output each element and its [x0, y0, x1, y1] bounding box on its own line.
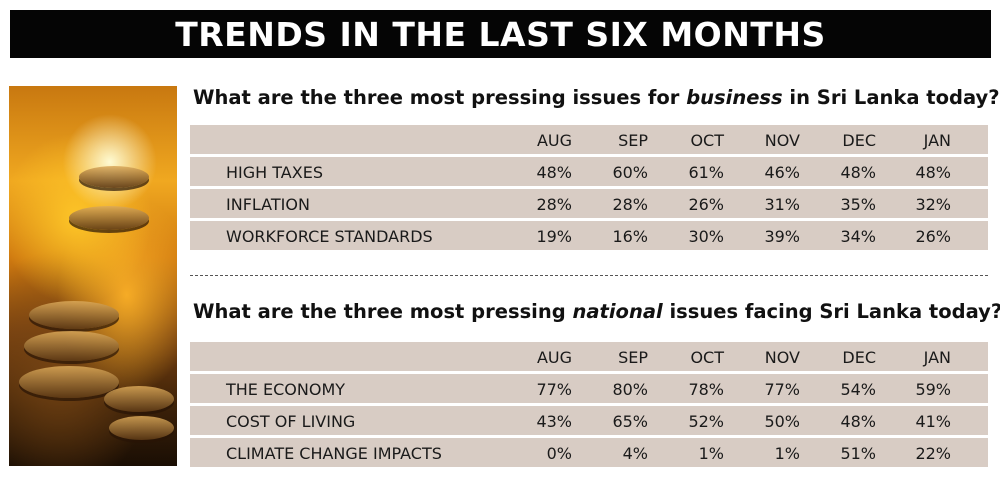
banner-title: TRENDS IN THE LAST SIX MONTHS — [175, 14, 826, 54]
row-value: 31% — [764, 195, 800, 214]
row-value: 77% — [764, 380, 800, 399]
month-header: SEP — [618, 131, 648, 150]
row-value: 34% — [840, 227, 876, 246]
row-value: 59% — [915, 380, 951, 399]
title-banner: TRENDS IN THE LAST SIX MONTHS — [10, 10, 991, 58]
row-value: 48% — [915, 163, 951, 182]
national-question-emphasis: national — [572, 300, 663, 323]
row-value: 48% — [840, 163, 876, 182]
month-header: AUG — [536, 348, 572, 367]
row-value: 48% — [536, 163, 572, 182]
business-question-post: in Sri Lanka today? — [782, 86, 1000, 109]
national-header-row: AUG SEP OCT NOV DEC JAN — [190, 342, 988, 371]
row-label: WORKFORCE STANDARDS — [226, 227, 433, 246]
row-value: 28% — [612, 195, 648, 214]
month-header: JAN — [923, 348, 951, 367]
row-value: 78% — [688, 380, 724, 399]
table-row: THE ECONOMY 77% 80% 78% 77% 54% 59% — [190, 374, 988, 403]
row-value: 35% — [840, 195, 876, 214]
row-value: 41% — [915, 412, 951, 431]
month-header: DEC — [842, 348, 876, 367]
month-header: NOV — [764, 348, 800, 367]
row-value: 0% — [546, 444, 572, 463]
table-row: HIGH TAXES 48% 60% 61% 46% 48% 48% — [190, 157, 988, 186]
row-value: 28% — [536, 195, 572, 214]
row-value: 26% — [688, 195, 724, 214]
table-row: INFLATION 28% 28% 26% 31% 35% 32% — [190, 189, 988, 218]
national-question-pre: What are the three most pressing — [193, 300, 573, 323]
row-value: 61% — [688, 163, 724, 182]
row-value: 32% — [915, 195, 951, 214]
business-question: What are the three most pressing issues … — [193, 86, 1000, 109]
row-value: 22% — [915, 444, 951, 463]
row-value: 30% — [688, 227, 724, 246]
row-label: INFLATION — [226, 195, 310, 214]
row-value: 26% — [915, 227, 951, 246]
row-value: 19% — [536, 227, 572, 246]
table-row: WORKFORCE STANDARDS 19% 16% 30% 39% 34% … — [190, 221, 988, 250]
month-header: OCT — [690, 131, 724, 150]
business-question-emphasis: business — [686, 86, 783, 109]
month-header: AUG — [536, 131, 572, 150]
row-value: 43% — [536, 412, 572, 431]
table-row: CLIMATE CHANGE IMPACTS 0% 4% 1% 1% 51% 2… — [190, 438, 988, 467]
row-value: 54% — [840, 380, 876, 399]
row-value: 80% — [612, 380, 648, 399]
business-table: AUG SEP OCT NOV DEC JAN HIGH TAXES 48% 6… — [190, 125, 988, 253]
month-header: SEP — [618, 348, 648, 367]
row-value: 50% — [764, 412, 800, 431]
national-table: AUG SEP OCT NOV DEC JAN THE ECONOMY 77% … — [190, 342, 988, 470]
row-value: 52% — [688, 412, 724, 431]
business-header-row: AUG SEP OCT NOV DEC JAN — [190, 125, 988, 154]
row-value: 16% — [612, 227, 648, 246]
national-question: What are the three most pressing nationa… — [193, 300, 1000, 323]
table-row: COST OF LIVING 43% 65% 52% 50% 48% 41% — [190, 406, 988, 435]
month-header: OCT — [690, 348, 724, 367]
national-question-post: issues facing Sri Lanka today? — [662, 300, 1000, 323]
row-value: 46% — [764, 163, 800, 182]
fire-coins-photo — [9, 86, 177, 466]
month-header: NOV — [764, 131, 800, 150]
row-value: 60% — [612, 163, 648, 182]
row-value: 65% — [612, 412, 648, 431]
row-label: THE ECONOMY — [226, 380, 346, 399]
business-question-pre: What are the three most pressing issues … — [193, 86, 687, 109]
row-value: 4% — [622, 444, 648, 463]
row-label: CLIMATE CHANGE IMPACTS — [226, 444, 442, 463]
row-value: 77% — [536, 380, 572, 399]
section-divider — [190, 275, 988, 276]
month-header: JAN — [923, 131, 951, 150]
row-value: 1% — [698, 444, 724, 463]
row-value: 51% — [840, 444, 876, 463]
month-header: DEC — [842, 131, 876, 150]
row-value: 39% — [764, 227, 800, 246]
row-value: 1% — [774, 444, 800, 463]
row-label: HIGH TAXES — [226, 163, 323, 182]
row-label: COST OF LIVING — [226, 412, 356, 431]
row-value: 48% — [840, 412, 876, 431]
